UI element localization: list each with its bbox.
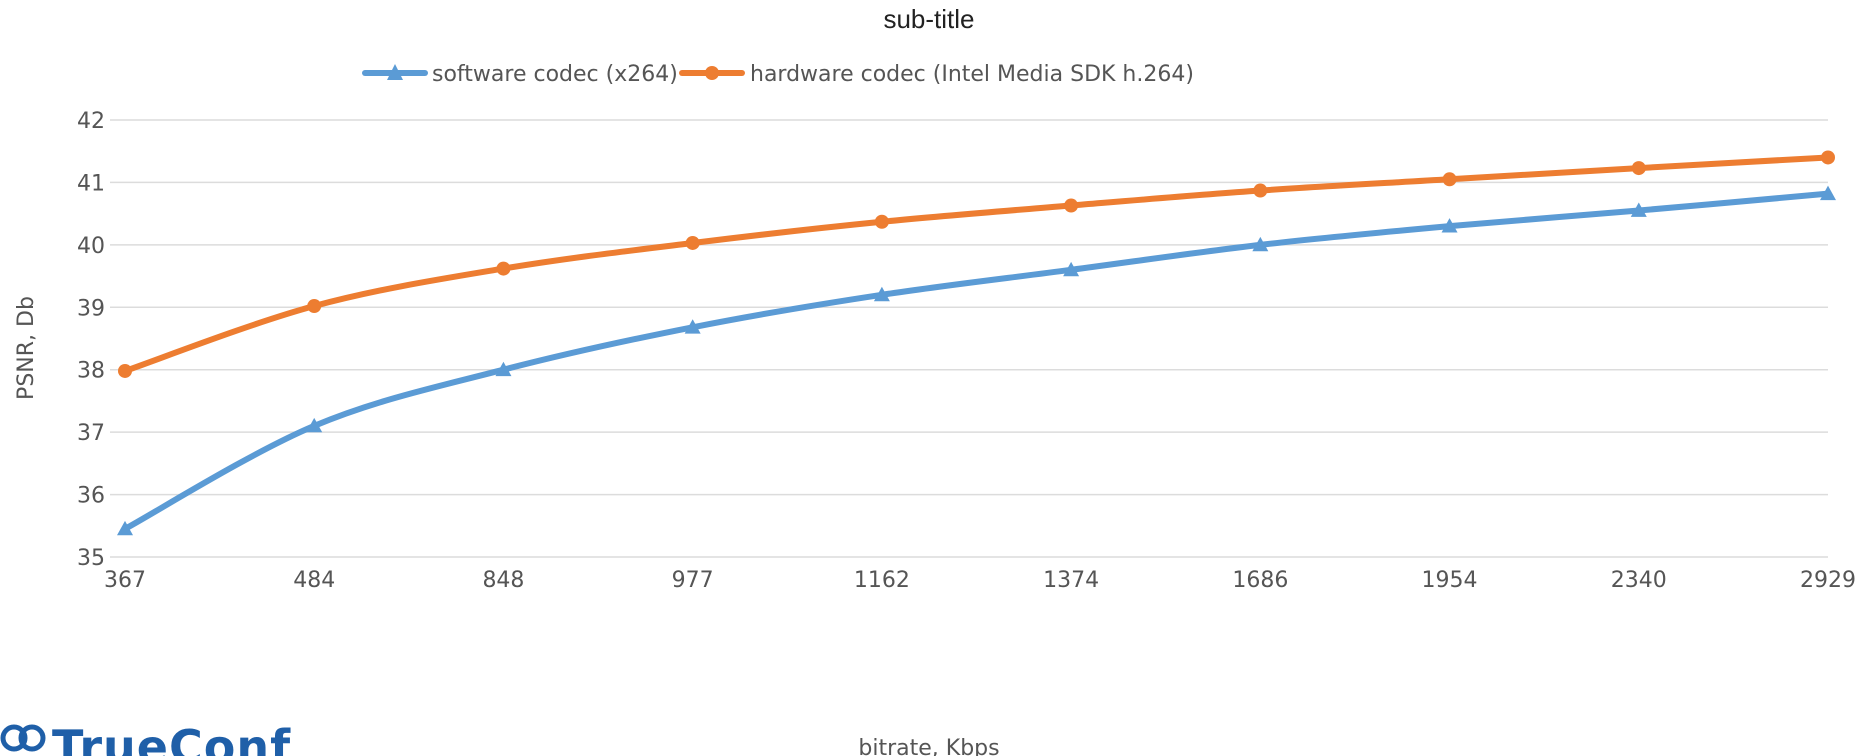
- y-tick-label: 37: [77, 421, 105, 446]
- data-point: [1821, 150, 1835, 165]
- data-point: [117, 520, 133, 536]
- legend-marker: [387, 64, 403, 80]
- data-point: [1631, 161, 1646, 176]
- x-axis-ticks: 367 484 848 977 1162 1374 1686 1954 2340 2929: [104, 568, 1856, 593]
- series-line: [122, 154, 1831, 374]
- x-tick-label: 1686: [1232, 568, 1288, 593]
- legend-marker: [705, 66, 719, 80]
- x-axis-label: bitrate, Kbps: [858, 736, 999, 756]
- legend-label: software codec (x264): [432, 62, 678, 87]
- chart-legend: software codec (x264) hardware codec (Int…: [362, 62, 1194, 87]
- y-axis-label: PSNR, Db: [14, 296, 39, 400]
- legend-item: hardware codec (Intel Media SDK h.264): [679, 62, 1194, 87]
- data-point: [1820, 185, 1836, 201]
- data-point: [495, 361, 512, 377]
- series-hardware-codec: [118, 150, 1835, 378]
- logo-text: TrueConf: [52, 722, 292, 756]
- trueconf-logo: TrueConf: [0, 722, 291, 756]
- y-tick-label: 36: [77, 484, 105, 509]
- x-tick-label: 2929: [1800, 568, 1856, 593]
- legend-label: hardware codec (Intel Media SDK h.264): [750, 62, 1194, 87]
- data-point: [685, 235, 700, 250]
- legend-item: software codec (x264): [362, 62, 678, 87]
- y-tick-label: 41: [77, 171, 105, 196]
- data-point: [1064, 198, 1079, 213]
- y-tick-label: 35: [77, 546, 105, 571]
- data-point: [1442, 172, 1457, 187]
- y-axis-ticks: 35 36 37 38 39 40 41 42: [77, 109, 105, 571]
- y-tick-label: 42: [77, 109, 105, 134]
- x-tick-label: 848: [482, 568, 524, 593]
- x-tick-label: 1374: [1043, 568, 1099, 593]
- data-point: [873, 286, 890, 302]
- y-tick-label: 39: [77, 296, 105, 321]
- y-tick-label: 38: [77, 359, 105, 384]
- chart-series: [117, 150, 1836, 536]
- chart-gridlines: [110, 119, 1828, 558]
- x-tick-label: 1954: [1422, 568, 1478, 593]
- x-tick-label: 484: [293, 568, 335, 593]
- x-tick-label: 1162: [854, 568, 910, 593]
- data-point: [874, 214, 889, 229]
- data-point: [496, 261, 511, 276]
- data-point: [1630, 202, 1647, 217]
- series-line: [122, 190, 1831, 532]
- data-point: [307, 299, 322, 314]
- trueconf-logo-icon: [0, 724, 46, 752]
- y-tick-label: 40: [77, 234, 105, 259]
- data-point: [1253, 183, 1268, 198]
- x-tick-label: 367: [104, 568, 146, 593]
- data-point: [306, 417, 323, 433]
- chart-title: sub-title: [883, 4, 974, 34]
- data-point: [1063, 261, 1080, 277]
- x-tick-label: 977: [672, 568, 714, 593]
- data-point: [1252, 236, 1269, 252]
- x-tick-label: 2340: [1611, 568, 1667, 593]
- series-software-codec: [117, 185, 1836, 536]
- data-point: [118, 363, 132, 378]
- data-point: [684, 319, 701, 334]
- data-point: [1441, 218, 1458, 233]
